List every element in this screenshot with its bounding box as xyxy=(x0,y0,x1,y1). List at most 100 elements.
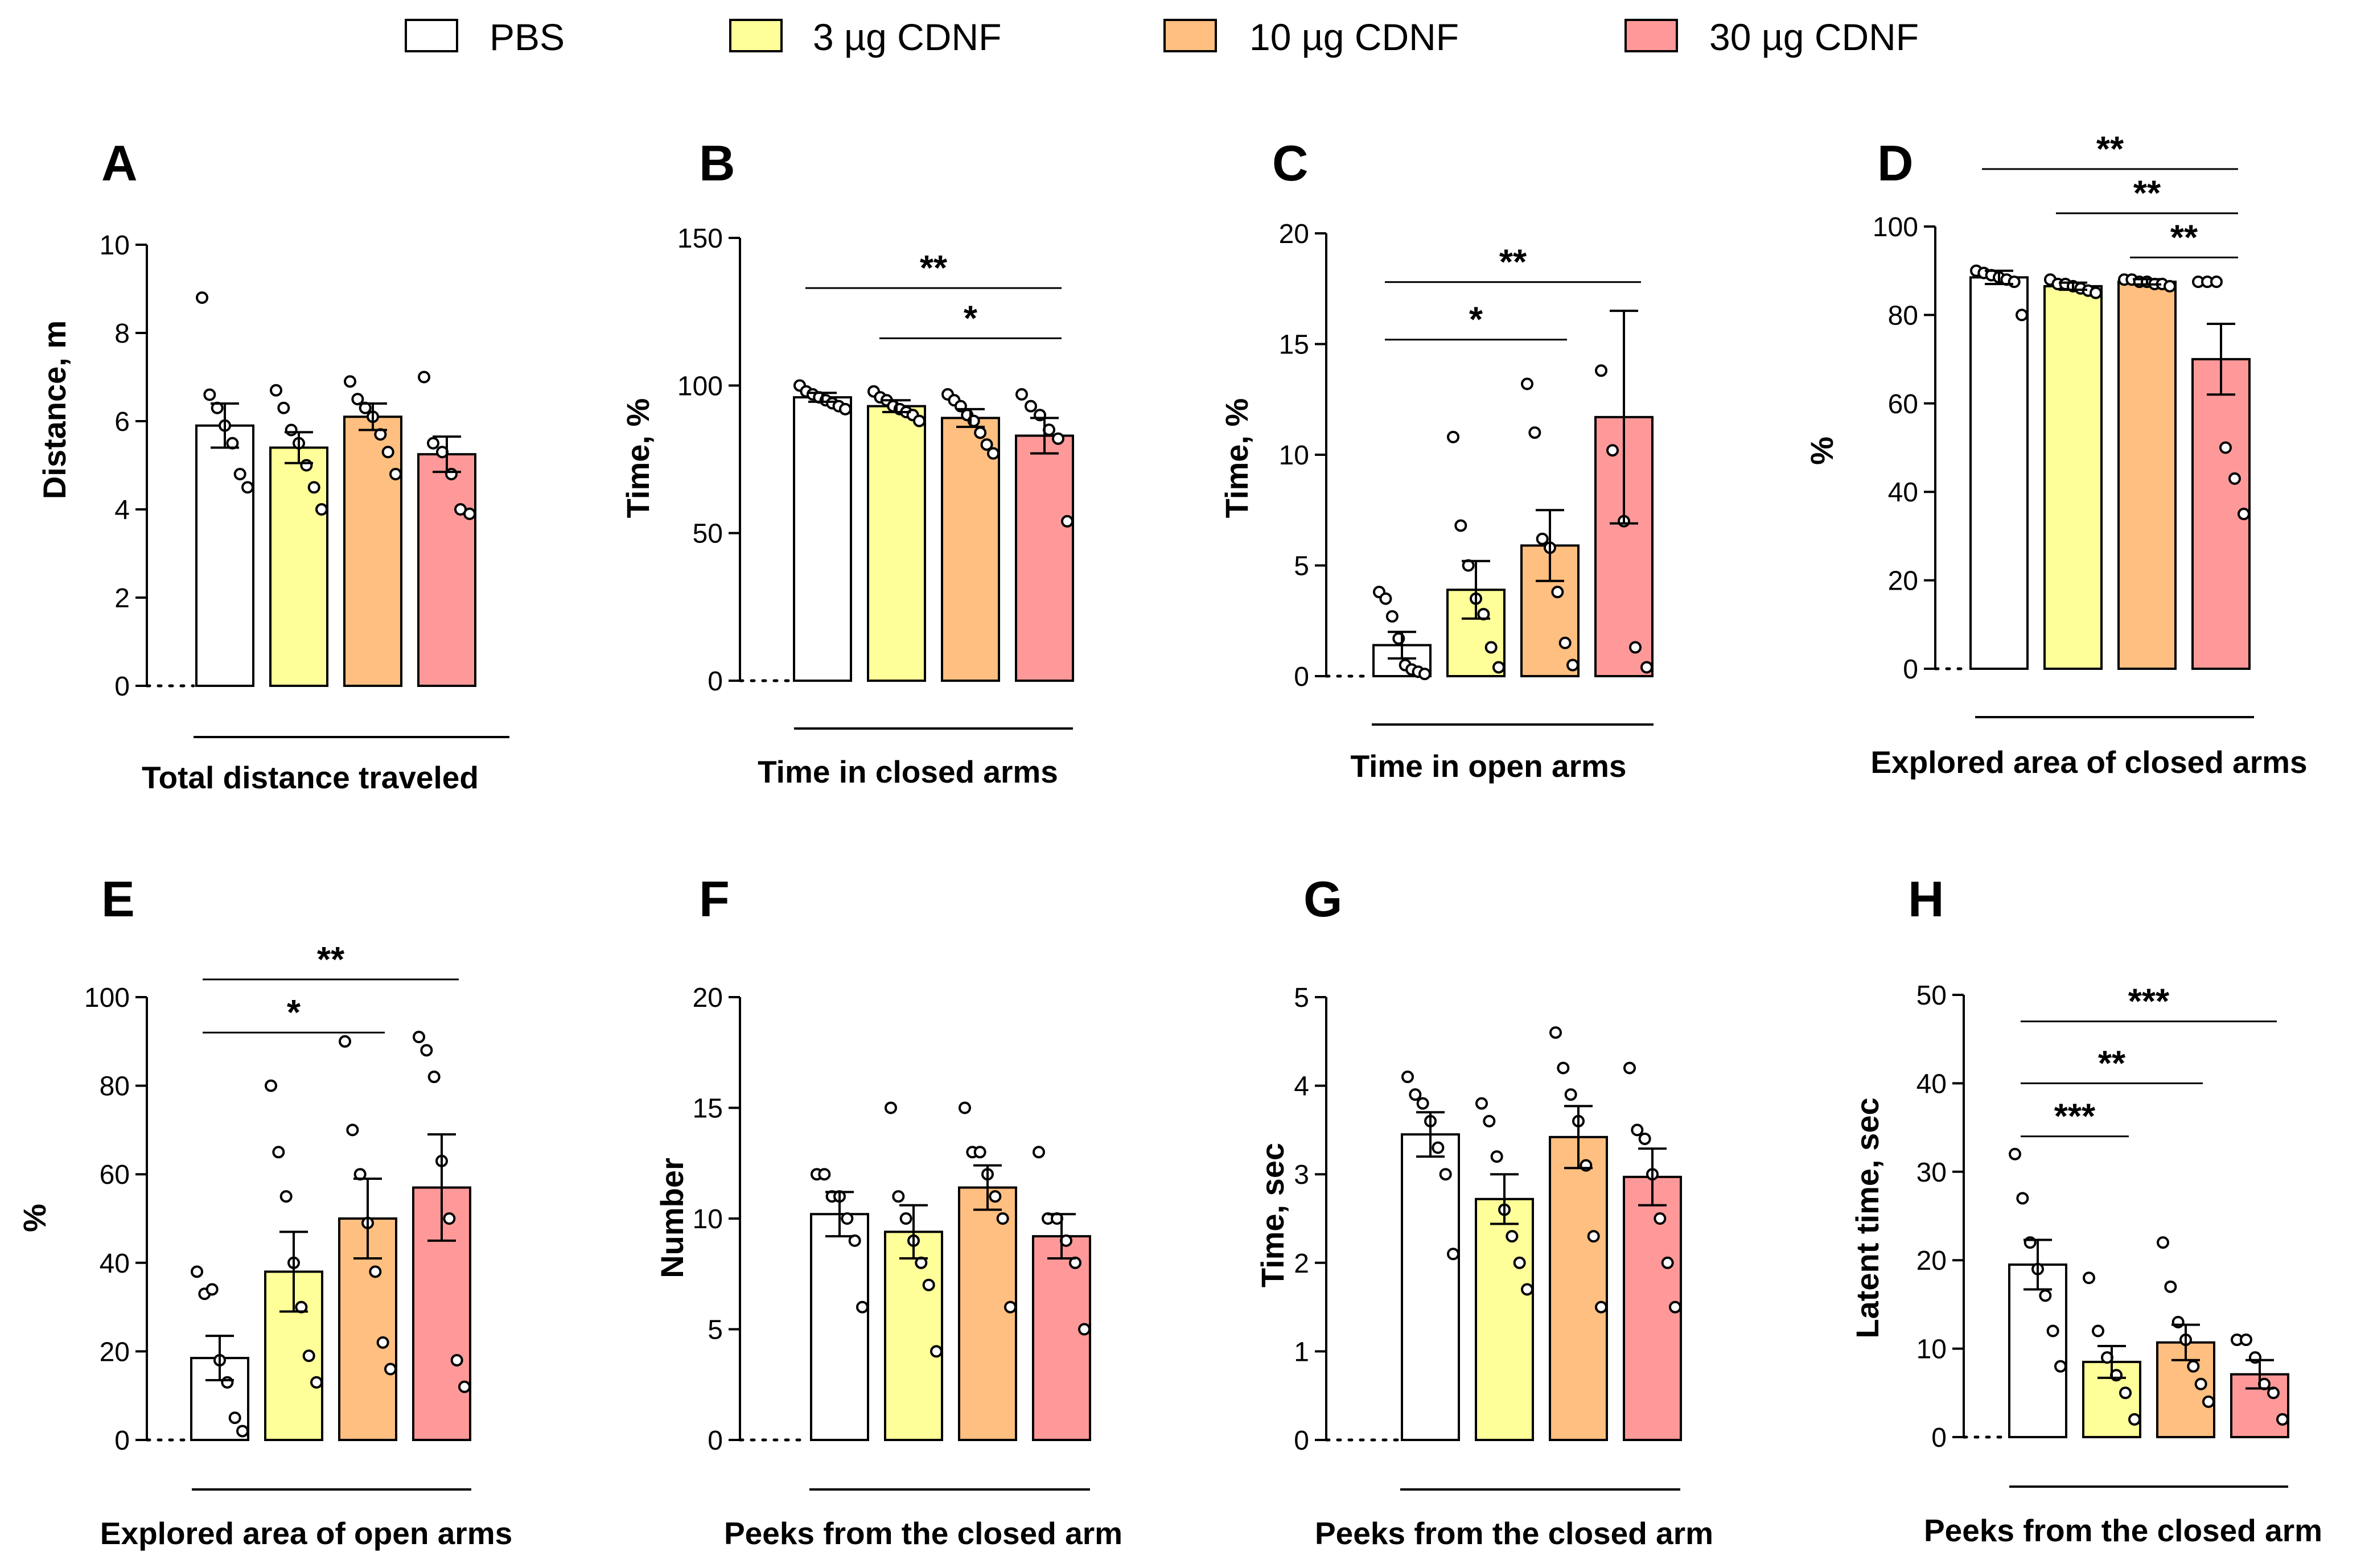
data-point xyxy=(1385,610,1399,623)
y-axis-label: Time, sec xyxy=(1255,1143,1290,1287)
y-tick-label: 40 xyxy=(100,1249,130,1279)
data-point xyxy=(1492,661,1505,674)
data-point xyxy=(463,507,476,520)
chart-title: Time in closed arms xyxy=(758,754,1058,789)
data-point xyxy=(930,1345,943,1358)
data-point xyxy=(1004,1301,1017,1314)
data-point xyxy=(856,1301,869,1314)
data-point xyxy=(270,384,282,397)
panel-letter: B xyxy=(699,135,735,191)
chart-title: Peeks from the closed arm xyxy=(1924,1513,2322,1548)
data-point xyxy=(2194,1377,2207,1390)
y-tick-label: 5 xyxy=(1294,552,1309,582)
bar-30-g-cdnf xyxy=(1032,1235,1091,1442)
y-tick-label: 10 xyxy=(1916,1335,1947,1365)
data-point xyxy=(1549,1026,1562,1039)
data-point xyxy=(285,423,298,437)
data-point xyxy=(2219,441,2232,454)
y-tick-label: 0 xyxy=(114,1426,130,1456)
bar-3-g-cdnf xyxy=(867,405,926,682)
data-point xyxy=(389,468,402,480)
data-point xyxy=(818,1168,831,1181)
data-point xyxy=(1015,388,1028,401)
data-point xyxy=(1564,1088,1577,1101)
legend-swatch-0 xyxy=(405,19,458,52)
y-axis-label: Number xyxy=(654,1158,690,1278)
data-point xyxy=(1558,636,1572,649)
bar-3-g-cdnf xyxy=(884,1230,943,1442)
y-tick-label: 15 xyxy=(693,1094,723,1124)
significance-label: ** xyxy=(2133,174,2161,213)
data-point xyxy=(1483,1114,1496,1127)
data-point xyxy=(1536,532,1549,545)
data-point xyxy=(418,371,430,384)
y-tick-label: 0 xyxy=(708,1426,723,1456)
panel-letter: E xyxy=(101,871,135,927)
y-tick-label: 0 xyxy=(1931,1423,1947,1453)
y-tick-label: 0 xyxy=(708,666,723,697)
significance-label: ** xyxy=(1499,243,1527,282)
data-point xyxy=(339,1035,351,1048)
y-tick-label: 0 xyxy=(1294,662,1309,692)
data-point xyxy=(1447,430,1459,443)
data-point xyxy=(344,375,356,388)
bar-10-g-cdnf xyxy=(2117,281,2177,670)
y-tick-label: 20 xyxy=(1279,219,1309,249)
data-point xyxy=(1629,641,1642,654)
data-point xyxy=(848,1234,861,1247)
data-point xyxy=(241,481,254,494)
significance-label: ** xyxy=(2170,218,2198,257)
data-point xyxy=(2157,1236,2169,1249)
y-axis-label: Latent time, sec xyxy=(1849,1097,1885,1338)
y-tick-label: 0 xyxy=(1294,1426,1309,1456)
bar-10-g-cdnf xyxy=(1549,1135,1608,1441)
data-point xyxy=(1640,661,1653,674)
data-point xyxy=(1454,519,1467,532)
data-point xyxy=(987,447,1000,460)
panel-letter: F xyxy=(699,871,730,927)
data-point xyxy=(1595,1301,1607,1314)
data-point xyxy=(228,1411,241,1425)
data-point xyxy=(1595,364,1607,377)
data-point xyxy=(443,1212,456,1225)
data-point xyxy=(2083,1271,2095,1285)
data-point xyxy=(203,388,216,401)
data-point xyxy=(1521,377,1533,390)
data-point xyxy=(1078,1323,1091,1336)
legend-label-2: 10 µg CDNF xyxy=(1249,16,1459,58)
data-point xyxy=(2008,275,2021,289)
data-point xyxy=(1551,586,1564,599)
y-tick-label: 50 xyxy=(693,519,723,549)
data-point xyxy=(996,1212,1009,1225)
data-point xyxy=(427,437,439,450)
y-tick-label: 4 xyxy=(1294,1072,1309,1102)
data-point xyxy=(1557,1061,1570,1075)
data-point xyxy=(1052,432,1064,445)
legend: PBS 3 µg CDNF 10 µg CDNF 30 µg CDNF xyxy=(405,16,1919,58)
y-axis-label: Time, % xyxy=(620,398,656,518)
data-point xyxy=(196,291,208,304)
data-point xyxy=(381,446,394,459)
data-point xyxy=(277,401,290,414)
panel-letter: H xyxy=(1908,871,1944,927)
data-point xyxy=(885,1101,897,1114)
data-point xyxy=(236,1425,249,1438)
data-point xyxy=(1475,1097,1488,1110)
data-point xyxy=(2119,1386,2132,1400)
y-tick-label: 5 xyxy=(708,1315,723,1345)
data-point xyxy=(974,426,987,439)
data-point xyxy=(2016,1192,2029,1205)
data-point xyxy=(1490,1150,1503,1163)
y-tick-label: 0 xyxy=(1903,655,1918,685)
chart-title: Total distance traveled xyxy=(142,760,479,795)
data-point xyxy=(315,503,328,516)
y-tick-label: 6 xyxy=(114,407,130,437)
data-point xyxy=(1661,1256,1674,1269)
data-point xyxy=(1506,1230,1519,1243)
legend-swatch-1 xyxy=(729,19,783,52)
y-tick-label: 20 xyxy=(693,983,723,1013)
bar-3-g-cdnf xyxy=(2043,285,2103,670)
